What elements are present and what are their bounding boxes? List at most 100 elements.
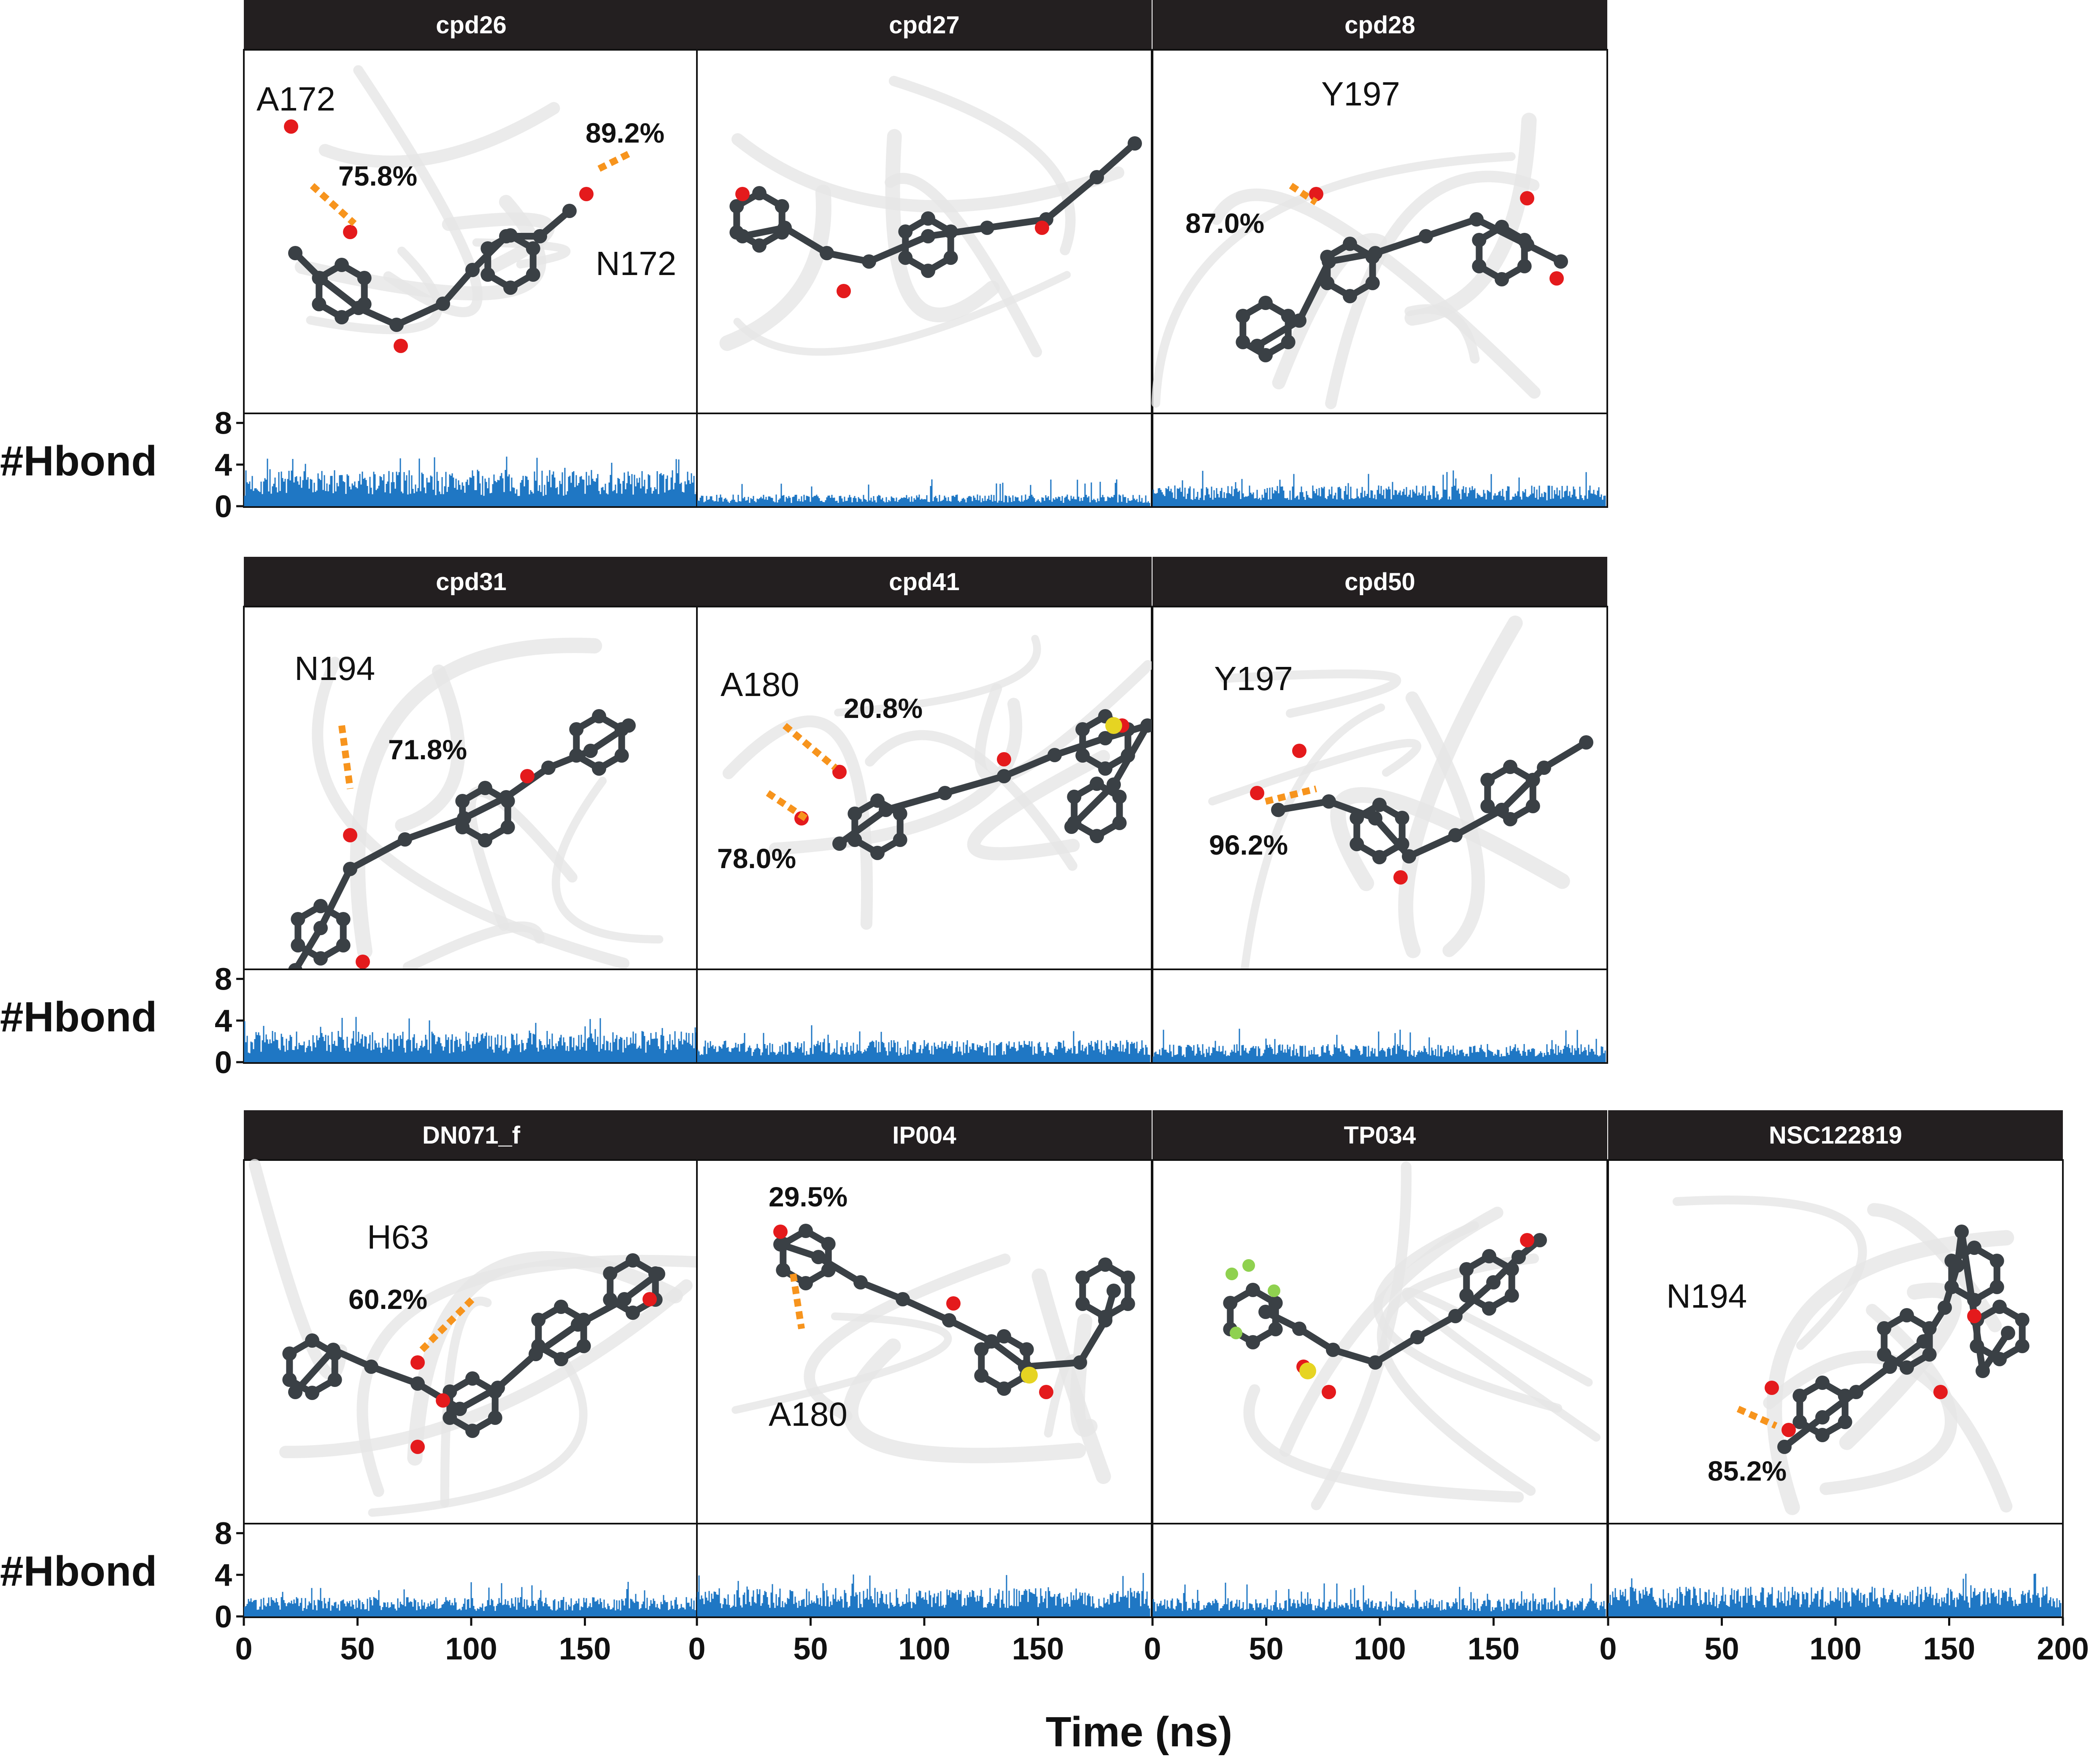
carbon-atom [282, 1346, 297, 1361]
carbon-atom [1459, 1262, 1474, 1276]
carbon-atom [443, 1411, 457, 1425]
carbon-atom [1472, 259, 1487, 273]
carbon-atom [1504, 1262, 1519, 1276]
hbond-occupancy-label: 87.0% [1185, 208, 1264, 239]
carbon-atom [1368, 1355, 1382, 1370]
carbon-atom [997, 1381, 1011, 1396]
y-tick-label: 0 [215, 489, 232, 524]
oxygen-atom [1781, 1423, 1796, 1437]
carbon-atom [1579, 735, 1593, 750]
carbon-atom [1326, 1343, 1340, 1357]
carbon-atom [1815, 1428, 1830, 1442]
panel-title-bar [697, 0, 1152, 50]
protein-ribbon [1404, 113, 1537, 326]
carbon-atom [1395, 837, 1409, 851]
carbon-atom [1322, 254, 1336, 269]
carbon-atom [1098, 761, 1112, 776]
hbond-dashes [782, 723, 838, 771]
carbon-atom [343, 862, 357, 876]
hbond-trace [697, 1573, 1150, 1616]
carbon-atom [1469, 212, 1484, 227]
carbon-atom [1236, 335, 1250, 349]
carbon-atom [480, 241, 495, 256]
protein-ribbon [843, 1338, 1086, 1463]
carbon-atom [1120, 1271, 1135, 1285]
carbon-atom [1900, 1308, 1914, 1322]
panel-title-bar [1608, 1110, 2063, 1160]
protein-ribbon [719, 184, 831, 351]
carbon-atom [898, 224, 913, 239]
residue-label: A172 [256, 80, 335, 118]
carbon-atom [1064, 820, 1079, 834]
carbon-atom [879, 803, 893, 817]
carbon-atom [1246, 1283, 1260, 1297]
carbon-atom [1482, 1249, 1496, 1263]
carbon-atom [1292, 1322, 1306, 1336]
ligand-molecule [1236, 183, 1568, 362]
carbon-atom [465, 1424, 480, 1438]
carbon-atom [465, 263, 480, 277]
panel-cpd41: cpd41 A180 20.8% 78.0% [696, 557, 1155, 1064]
carbon-atom [1120, 1297, 1135, 1311]
carbon-atom [313, 921, 328, 935]
residue-label: N194 [294, 650, 375, 687]
carbon-atom [862, 254, 876, 269]
carbon-atom [603, 1266, 618, 1281]
protein-ribbon [1766, 1230, 2014, 1515]
carbon-atom [1281, 309, 1296, 323]
carbon-atom [1075, 1271, 1090, 1285]
protein-ribbon [1839, 1282, 1962, 1450]
panel-title: cpd27 [889, 11, 960, 39]
protein-ribbon [1070, 1314, 1098, 1437]
carbon-atom [1075, 1297, 1090, 1311]
carbon-atom [1112, 816, 1127, 830]
carbon-atom [1495, 272, 1509, 286]
y-tick-label: 0 [215, 1045, 232, 1080]
carbon-atom [1838, 1415, 1852, 1429]
carbon-atom [1075, 722, 1090, 737]
carbon-atom [1410, 1330, 1425, 1344]
carbon-atom [938, 786, 952, 800]
carbon-atom [1877, 1321, 1892, 1335]
hbond-plot [1152, 969, 1608, 1064]
structure-view [696, 606, 1153, 970]
panel-title: TP034 [1344, 1122, 1416, 1149]
protein-ribbon [731, 1312, 952, 1414]
carbon-atom [1525, 773, 1540, 787]
carbon-atom [1486, 1275, 1501, 1290]
carbon-atom [499, 790, 513, 804]
carbon-atom [526, 267, 540, 282]
carbon-atom [305, 1386, 319, 1400]
oxygen-atom [410, 1355, 425, 1370]
carbon-atom [1090, 777, 1104, 791]
carbon-atom [776, 1263, 791, 1277]
carbon-atom [1512, 1250, 1526, 1264]
carbon-atom [1992, 1300, 2007, 1314]
carbon-atom [351, 301, 366, 315]
carbon-atom [1067, 790, 1082, 804]
hbond-trace [244, 1017, 697, 1062]
y-tick-label: 4 [215, 447, 232, 482]
ligand-molecule [766, 709, 1155, 860]
hbond-occupancy-label: 71.8% [388, 734, 467, 765]
residue-label: Y197 [1321, 75, 1400, 113]
protein-ribbon [319, 102, 560, 168]
structure-view [243, 49, 699, 414]
carbon-atom [1343, 237, 1357, 251]
carbon-atom [1292, 313, 1306, 328]
carbon-atom [626, 1306, 640, 1320]
protein-ribbon [1208, 739, 1421, 806]
carbon-atom [898, 251, 913, 265]
carbon-atom [1503, 760, 1517, 774]
carbon-atom [1954, 1225, 1969, 1239]
panel-cpd31: cpd31 N194 71.8% 0 4 8 #Hbond [0, 557, 699, 1080]
carbon-atom [1792, 1389, 1807, 1403]
carbon-atom [488, 1411, 502, 1425]
protein-ribbon [733, 271, 1071, 356]
x-axis-title: Time (ns) [1046, 1708, 1233, 1756]
protein-ribbon [551, 777, 664, 944]
panel-title-bar [1153, 1110, 1607, 1160]
panel-TP034: TP034 0 50 100 150 [1144, 1110, 1608, 1666]
carbon-atom [729, 199, 744, 213]
oxygen-atom [946, 1296, 961, 1311]
